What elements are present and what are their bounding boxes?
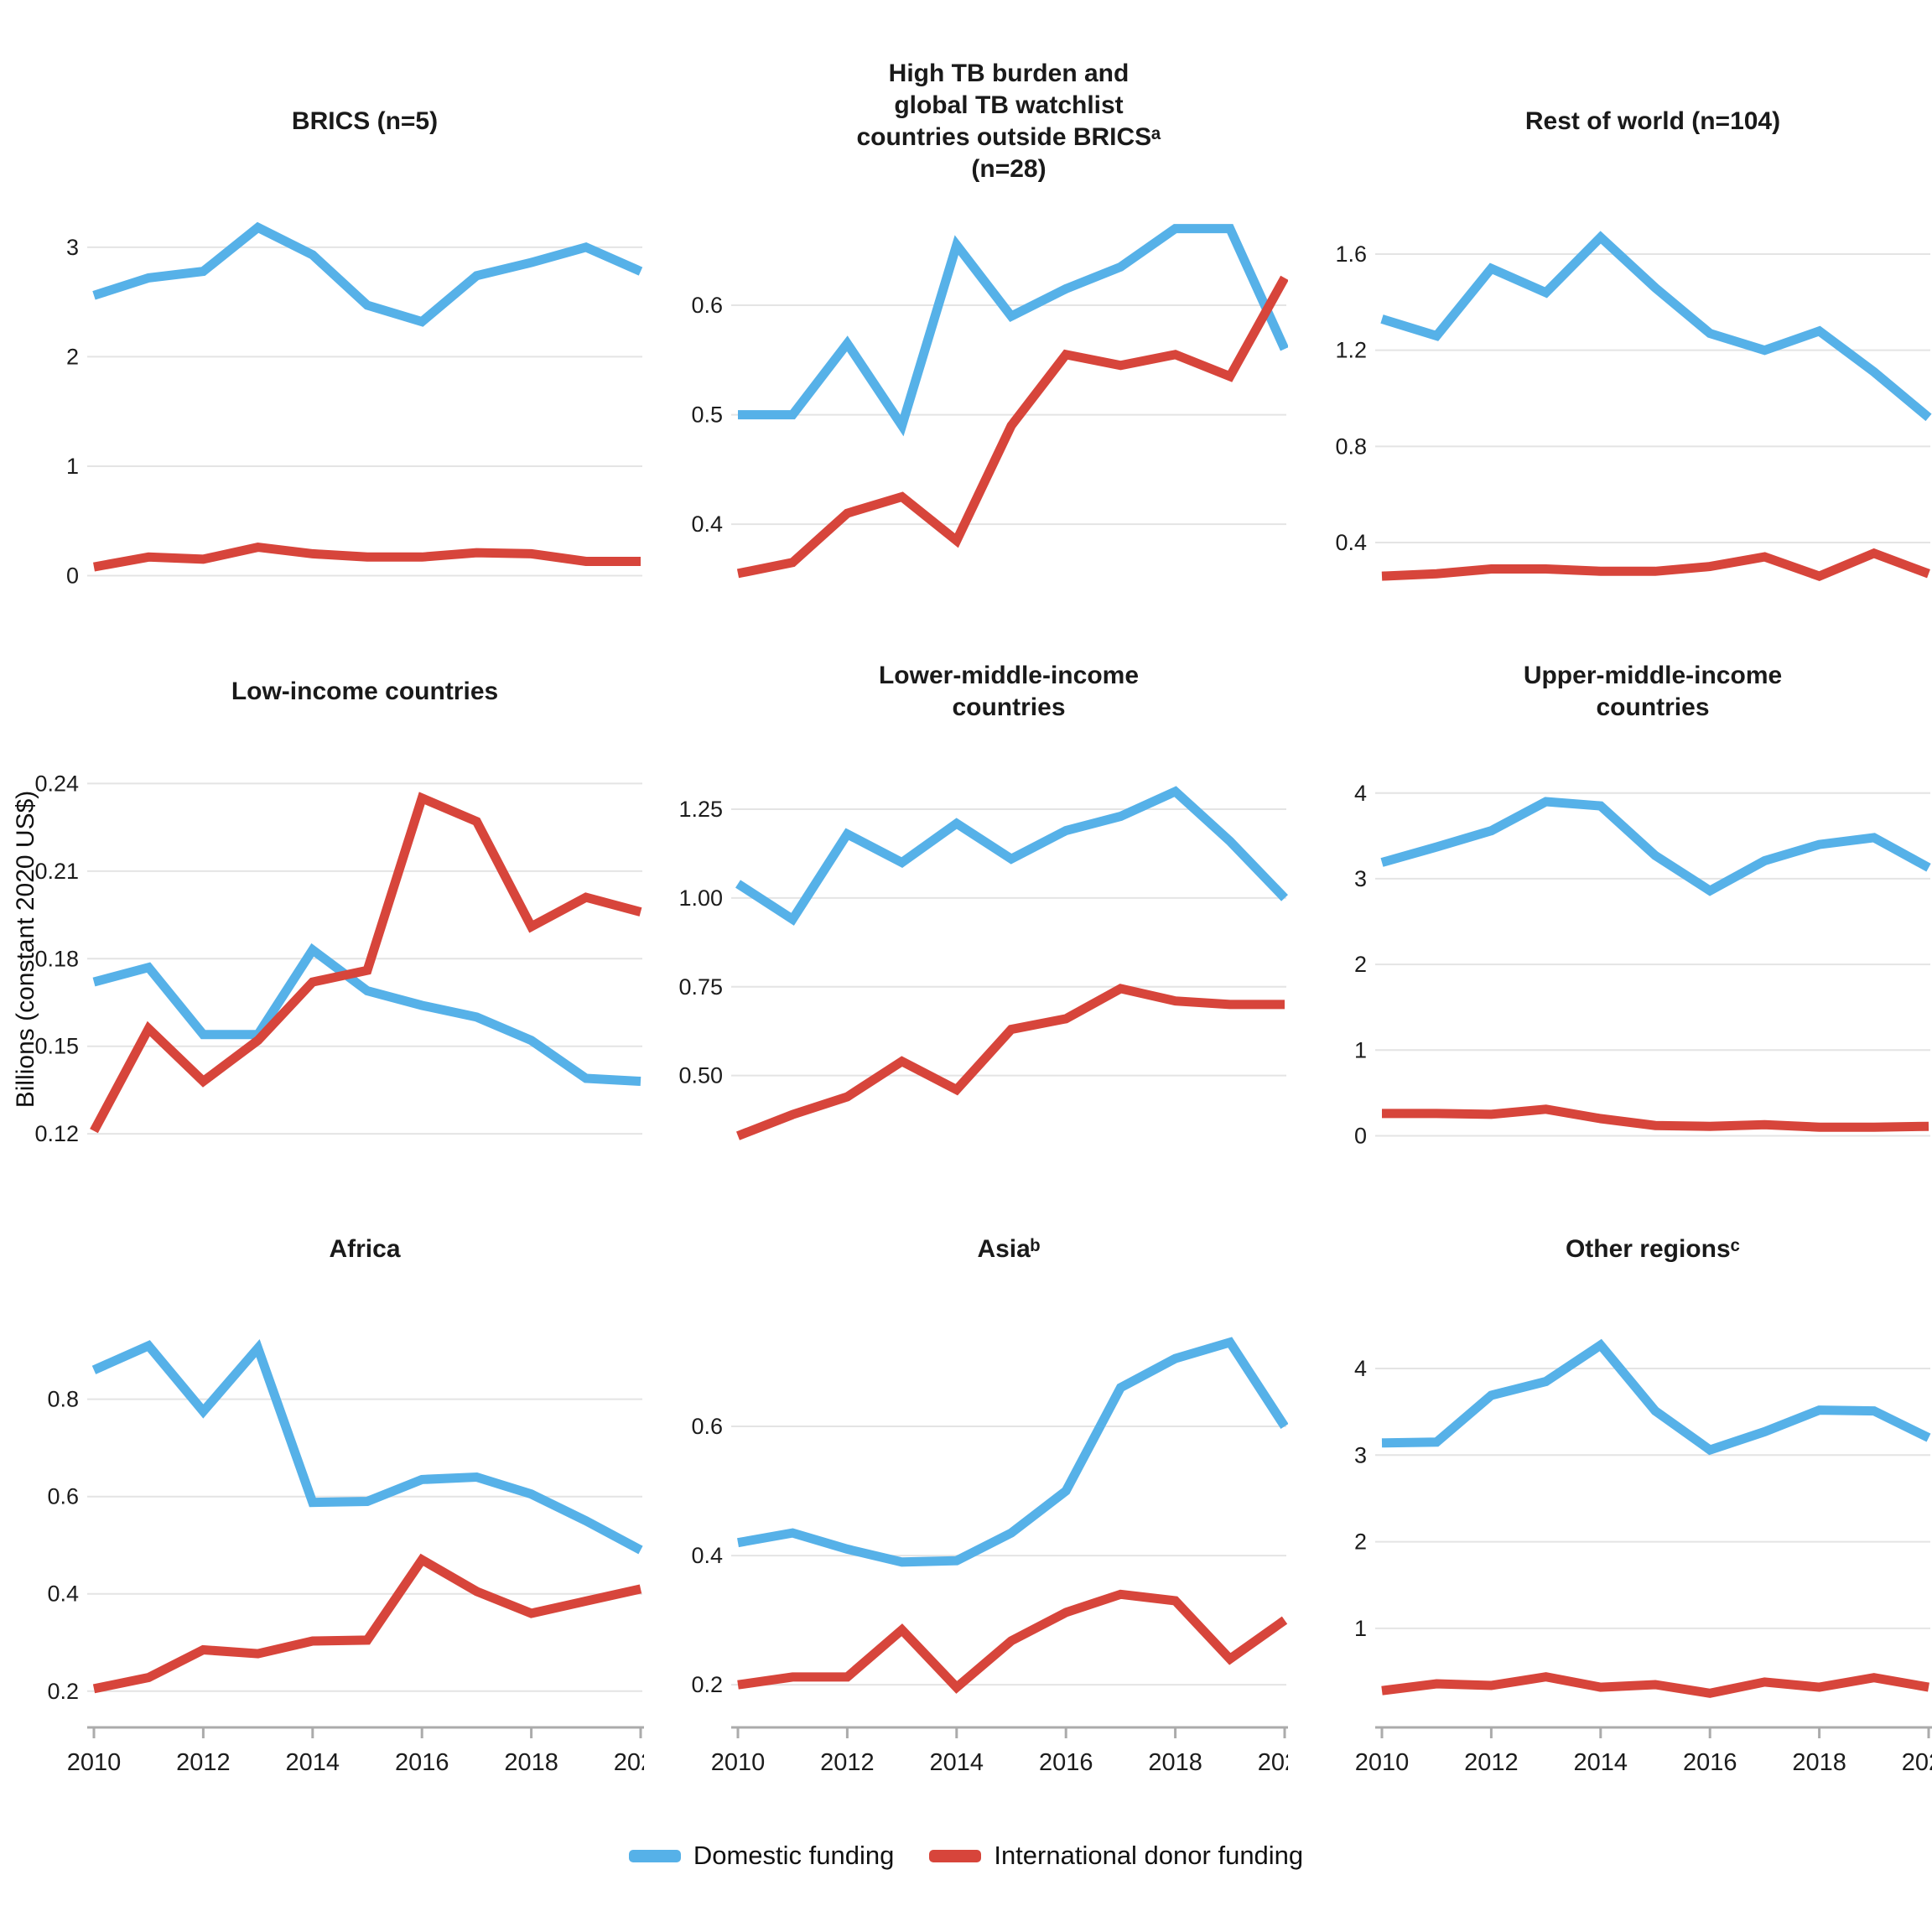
svg-text:2010: 2010 xyxy=(67,1749,122,1776)
africa-chart: 0.2 0.4 0.6 0.8 2010 2012 2014 2016 2018 2020 xyxy=(47,1338,644,1776)
svg-text:2020: 2020 xyxy=(1258,1749,1288,1776)
svg-text:3: 3 xyxy=(1354,866,1367,891)
svg-text:3: 3 xyxy=(1354,1442,1367,1467)
asia-chart: 0.2 0.4 0.6 2010 2012 2014 2016 2018 2020 xyxy=(691,1337,1288,1776)
svg-text:4: 4 xyxy=(1354,1356,1367,1381)
svg-text:0.4: 0.4 xyxy=(691,512,723,537)
svg-text:0.8: 0.8 xyxy=(47,1387,79,1412)
svg-text:2020: 2020 xyxy=(614,1749,644,1776)
chart-title: Rest of world (n=104) xyxy=(1524,107,1781,135)
svg-text:2014: 2014 xyxy=(1574,1749,1628,1776)
svg-text:0: 0 xyxy=(66,564,79,589)
high-tb-watchlist-chart: 0.4 0.5 0.6 xyxy=(691,224,1288,579)
svg-text:2012: 2012 xyxy=(176,1749,231,1776)
chart-panel-upper-middle-income: Upper-middle-income countries 0 1 2 3 4 xyxy=(1288,629,1932,1191)
svg-text:1.00: 1.00 xyxy=(678,886,723,911)
international-donor-funding-swatch xyxy=(929,1849,982,1862)
svg-text:0.6: 0.6 xyxy=(691,293,723,318)
chart-title: High TB burden and global TB watchlist c… xyxy=(856,60,1161,183)
domestic-funding-swatch xyxy=(628,1849,681,1862)
svg-text:1: 1 xyxy=(1354,1037,1367,1062)
lower-middle-income-chart: 0.50 0.75 1.00 1.25 xyxy=(678,786,1288,1140)
svg-text:2020: 2020 xyxy=(1902,1749,1932,1776)
chart-title: BRICS (n=5) xyxy=(291,107,439,135)
svg-text:2014: 2014 xyxy=(930,1749,984,1776)
svg-text:0.4: 0.4 xyxy=(47,1581,79,1607)
svg-text:0.75: 0.75 xyxy=(678,974,723,1000)
svg-text:1: 1 xyxy=(66,454,79,479)
svg-text:2: 2 xyxy=(1354,952,1367,977)
svg-text:0.4: 0.4 xyxy=(1335,530,1367,555)
svg-text:0.18: 0.18 xyxy=(34,946,79,971)
svg-text:2010: 2010 xyxy=(1355,1749,1410,1776)
chart-panel-africa: Africa 0.2 0.4 0.6 0.8 2010 2012 2014 2016 2018 2… xyxy=(0,1191,644,1840)
chart-panel-brics: BRICS (n=5) 0 1 2 3 xyxy=(0,50,644,629)
svg-text:2: 2 xyxy=(66,344,79,369)
svg-text:2018: 2018 xyxy=(504,1749,558,1776)
svg-text:0.12: 0.12 xyxy=(34,1121,79,1146)
svg-text:0.50: 0.50 xyxy=(678,1063,723,1088)
chart-panel-rest-of-world: Rest of world (n=104) 0.4 0.8 1.2 1.6 xyxy=(1288,50,1932,629)
svg-text:0.21: 0.21 xyxy=(34,859,79,884)
legend-item-donor: International donor funding xyxy=(929,1841,1303,1871)
legend-label-donor: International donor funding xyxy=(994,1841,1304,1870)
svg-text:0.2: 0.2 xyxy=(691,1672,723,1697)
svg-text:1: 1 xyxy=(1354,1616,1367,1641)
chart-panel-asia: Asiaᵇ 0.2 0.4 0.6 2010 2012 2014 2016 2018 2020 xyxy=(644,1191,1288,1840)
chart-panel-lower-middle-income: Lower-middle-income countries 0.50 0.75 1.… xyxy=(644,629,1288,1191)
chart-panel-high-tb-watchlist: High TB burden and global TB watchlist c… xyxy=(644,50,1288,629)
chart-panel-other-regions: Other regionsᶜ 1 2 3 4 2010 2012 2014 2016 2018 2… xyxy=(1288,1191,1932,1840)
svg-text:1.6: 1.6 xyxy=(1335,242,1367,267)
svg-text:3: 3 xyxy=(66,235,79,260)
chart-title: Africa xyxy=(329,1235,401,1263)
chart-title: Other regionsᶜ xyxy=(1565,1235,1741,1263)
svg-text:2010: 2010 xyxy=(711,1749,766,1776)
chart-panel-low-income: Low-income countries 0.12 0.15 0.18 0.21 0.2… xyxy=(0,629,644,1191)
chart-title: Asiaᵇ xyxy=(977,1235,1041,1263)
svg-text:2012: 2012 xyxy=(1464,1749,1519,1776)
svg-text:0.6: 0.6 xyxy=(691,1414,723,1439)
legend-item-domestic: Domestic funding xyxy=(628,1841,895,1871)
svg-text:0.6: 0.6 xyxy=(47,1484,79,1509)
svg-text:2014: 2014 xyxy=(286,1749,340,1776)
legend: Domestic funding International donor fun… xyxy=(0,1841,1932,1871)
upper-middle-income-chart: 0 1 2 3 4 xyxy=(1354,781,1931,1148)
svg-text:0.4: 0.4 xyxy=(691,1543,723,1568)
low-income-chart: 0.12 0.15 0.18 0.21 0.24 xyxy=(34,771,642,1146)
chart-title: Low-income countries xyxy=(231,678,499,705)
svg-text:0.8: 0.8 xyxy=(1335,434,1367,459)
legend-label-domestic: Domestic funding xyxy=(693,1841,895,1870)
brics-chart: 0 1 2 3 xyxy=(66,221,643,589)
svg-text:4: 4 xyxy=(1354,781,1367,806)
svg-text:0.2: 0.2 xyxy=(47,1679,79,1704)
svg-text:1.2: 1.2 xyxy=(1335,338,1367,363)
svg-text:1.25: 1.25 xyxy=(678,797,723,822)
svg-text:0.15: 0.15 xyxy=(34,1034,79,1059)
svg-text:2016: 2016 xyxy=(1039,1749,1093,1776)
svg-text:2018: 2018 xyxy=(1792,1749,1846,1776)
svg-text:2016: 2016 xyxy=(395,1749,449,1776)
chart-title: Upper-middle-income countries xyxy=(1523,662,1783,721)
svg-text:0: 0 xyxy=(1354,1123,1367,1148)
other-regions-chart: 1 2 3 4 2010 2012 2014 2016 2018 2020 xyxy=(1354,1338,1932,1776)
svg-text:2018: 2018 xyxy=(1148,1749,1202,1776)
svg-text:0.5: 0.5 xyxy=(691,402,723,428)
svg-text:2016: 2016 xyxy=(1683,1749,1737,1776)
rest-of-world-chart: 0.4 0.8 1.2 1.6 xyxy=(1335,231,1932,581)
svg-text:2012: 2012 xyxy=(820,1749,875,1776)
svg-text:0.24: 0.24 xyxy=(34,771,79,796)
svg-text:2: 2 xyxy=(1354,1530,1367,1555)
chart-title: Lower-middle-income countries xyxy=(878,662,1140,721)
